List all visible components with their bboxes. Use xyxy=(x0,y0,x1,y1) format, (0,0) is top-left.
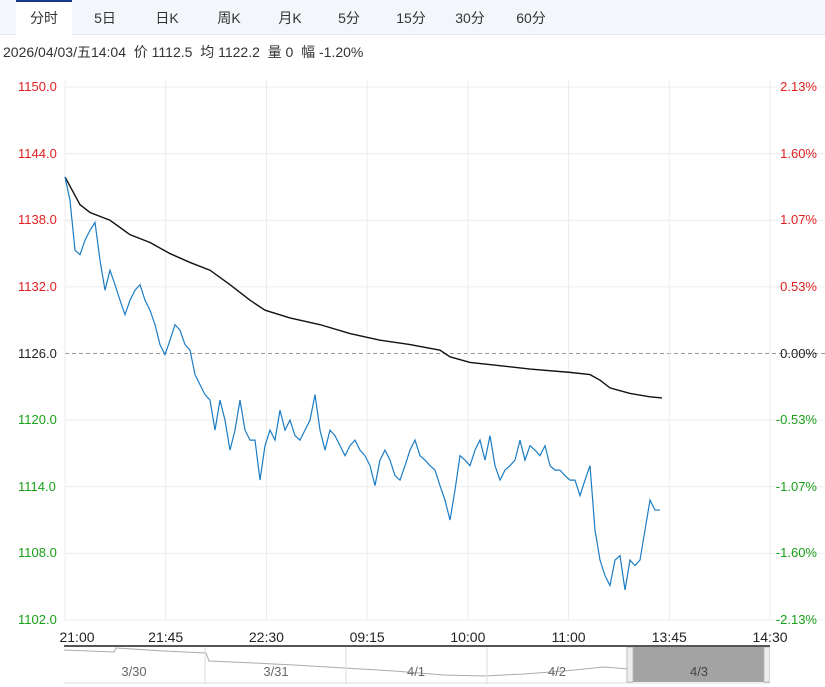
tab-1[interactable]: 5日 xyxy=(94,10,116,26)
x-tick-label: 13:45 xyxy=(651,629,687,645)
navigator-selection[interactable] xyxy=(633,647,770,682)
y-tick-left: 1120.0 xyxy=(18,412,57,428)
info-price-label: 价 xyxy=(133,44,148,60)
info-chg: -1.20% xyxy=(319,44,364,60)
tab-6[interactable]: 15分 xyxy=(396,10,426,26)
y-tick-right: 1.07% xyxy=(780,212,817,228)
navigator-sparkline xyxy=(64,647,770,684)
y-tick-right: -0.53% xyxy=(775,412,817,428)
y-tick-right: -2.13% xyxy=(775,612,817,627)
y-tick-left: 1138.0 xyxy=(18,212,57,228)
info-avg: 1122.2 xyxy=(218,44,260,60)
info-chg-label: 幅 xyxy=(301,44,316,60)
x-tick-label: 09:15 xyxy=(349,629,385,645)
price-line xyxy=(64,176,660,591)
navigator-label: 4/3 xyxy=(689,664,709,679)
info-avg-label: 均 xyxy=(200,44,215,60)
y-tick-left: 1126.0 xyxy=(18,345,57,361)
time-navigator[interactable]: 3/30 3/31 4/1 4/2 4/3 xyxy=(64,645,770,684)
y-tick-right: 2.13% xyxy=(780,79,817,94)
tab-7[interactable]: 30分 xyxy=(455,10,485,26)
navigator-left-handle[interactable] xyxy=(626,647,634,683)
y-tick-right: -1.07% xyxy=(775,478,817,494)
x-tick-label: 22:30 xyxy=(248,629,284,645)
info-datetime: 2026/04/03/五14:04 xyxy=(3,44,126,60)
x-tick-label: 14:30 xyxy=(752,629,788,645)
info-price: 1112.5 xyxy=(151,44,193,60)
y-tick-left: 1150.0 xyxy=(18,79,57,94)
x-tick-label: 11:00 xyxy=(551,629,586,645)
tab-2[interactable]: 日K xyxy=(155,10,179,26)
x-tick-label: 21:00 xyxy=(59,629,95,645)
y-tick-left: 1114.0 xyxy=(18,478,56,494)
navigator-label: 4/1 xyxy=(406,664,426,679)
crosshair-info: 2026/04/03/五14:04 价 1112.5 均 1122.2 量 0 … xyxy=(3,42,363,62)
tab-8[interactable]: 60分 xyxy=(516,10,546,26)
tab-3[interactable]: 周K xyxy=(217,10,241,26)
navigator-label: 3/30 xyxy=(121,664,147,679)
y-tick-right: 0.53% xyxy=(780,278,817,294)
x-tick-label: 21:45 xyxy=(148,629,184,645)
period-tabs: 分时 5日 日K 周K 月K 5分 15分 30分 60分 xyxy=(0,0,825,35)
y-tick-left: 1108.0 xyxy=(18,545,57,561)
info-vol-label: 量 xyxy=(267,44,282,60)
info-vol: 0 xyxy=(285,44,294,60)
y-tick-left: 1132.0 xyxy=(18,278,57,294)
y-tick-right: 1.60% xyxy=(780,145,817,161)
avg-price-line xyxy=(64,176,663,399)
tab-0[interactable]: 分时 xyxy=(16,0,72,35)
y-tick-right: 0.00% xyxy=(780,345,817,361)
navigator-label: 3/31 xyxy=(263,664,289,679)
tab-5[interactable]: 5分 xyxy=(338,10,360,26)
navigator-label: 4/2 xyxy=(547,664,567,679)
y-tick-right: -1.60% xyxy=(775,545,817,561)
tab-4[interactable]: 月K xyxy=(278,10,302,26)
x-tick-label: 10:00 xyxy=(450,629,486,645)
intraday-chart[interactable] xyxy=(0,0,825,645)
y-tick-left: 1102.0 xyxy=(18,612,57,627)
navigator-right-handle[interactable] xyxy=(763,647,770,683)
y-tick-left: 1144.0 xyxy=(18,145,57,161)
